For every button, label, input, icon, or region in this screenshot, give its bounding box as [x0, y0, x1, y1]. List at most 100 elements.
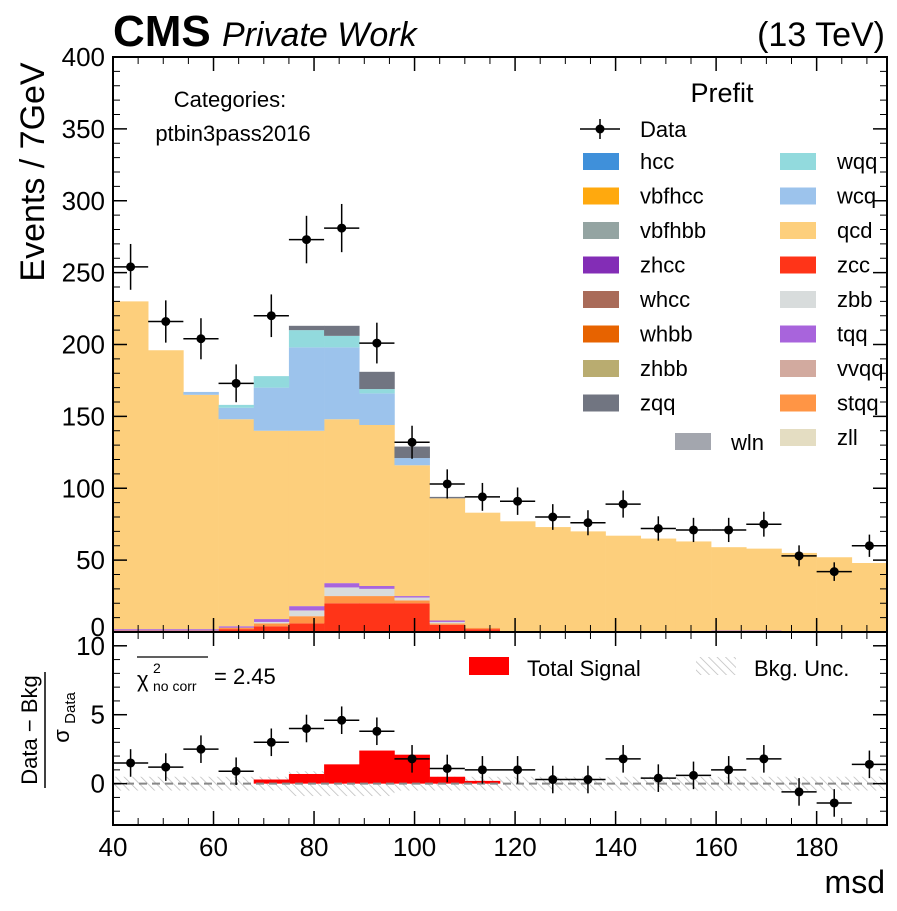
bar-qcd-0: [113, 301, 149, 630]
bar-zqq-5: [288, 325, 325, 331]
ratio-ylabel-denominator: σ: [49, 729, 74, 743]
bar-wcq-6: [324, 347, 360, 420]
bar-wcq-7: [359, 393, 395, 425]
legend-label-zbb: zbb: [837, 287, 872, 312]
ratio-point-13: [570, 765, 606, 794]
bar-tqq-6: [324, 583, 360, 588]
ratio-point-18: [746, 745, 782, 773]
bar-stqq-6: [324, 596, 360, 604]
ratio-point-7: [359, 717, 395, 746]
bar-wqq-4: [253, 376, 290, 388]
bar-wcq-3: [218, 407, 255, 420]
bar-wqq-3: [218, 404, 255, 408]
legend-label-whbb: whbb: [639, 322, 693, 347]
bar-stqq-8: [394, 600, 430, 604]
legend-label-zhcc: zhcc: [640, 253, 685, 278]
signal-bar-5: [288, 773, 325, 784]
bar-zcc-8: [394, 603, 430, 632]
bar-zbb-5: [288, 610, 325, 617]
data-point-11: [500, 487, 536, 515]
data-point-1: [148, 300, 184, 343]
ratio-point-1: [148, 753, 184, 781]
legend-label-total-signal: Total Signal: [527, 656, 641, 681]
bar-stqq-4: [253, 623, 290, 627]
ratio-point-10: [464, 756, 500, 784]
bar-qcd-15: [640, 538, 677, 632]
data-point-12: [535, 504, 571, 530]
ratio-points: [113, 706, 887, 817]
ratio-y-tick-label-10: 10: [76, 631, 105, 661]
y-tick-label-100: 100: [62, 473, 105, 503]
private-work-label: Private Work: [222, 16, 419, 54]
legend-label-qcd: qcd: [837, 218, 872, 243]
legend-label-data: Data: [640, 117, 687, 142]
chi2-value: = 2.45: [214, 664, 276, 689]
legend-swatch-zqq: [583, 394, 619, 412]
legend-swatch-stqq: [780, 394, 816, 412]
ratio-point-19: [781, 778, 817, 806]
legend-label-vvqq: vvqq: [837, 356, 883, 381]
legend-label-vbfhbb: vbfhbb: [640, 218, 706, 243]
bar-wqq-7: [359, 389, 395, 394]
legend-title: Prefit: [690, 78, 754, 108]
ratio-axis-ticks: 40 60 80 100 120 140 160 180 0 5 10: [76, 631, 887, 862]
bar-zbb-6: [324, 587, 360, 597]
bar-qcd-21: [851, 563, 888, 632]
total-signal-histogram: [253, 750, 501, 784]
bar-qcd-13: [570, 531, 606, 632]
y-tick-label-400: 400: [62, 42, 105, 72]
ratio-point-3: [218, 757, 254, 786]
bar-wqq-6: [324, 335, 360, 348]
y-tick-label-150: 150: [62, 401, 105, 431]
legend-swatch-bkg-unc: [696, 657, 736, 675]
bar-zbb-4: [253, 621, 290, 624]
data-point-18: [746, 511, 782, 537]
legend-label-hcc: hcc: [640, 149, 674, 174]
y-tick-label-200: 200: [62, 330, 105, 360]
data-point-16: [675, 517, 712, 543]
legend-swatch-zbb: [780, 291, 816, 308]
legend-label-tqq: tqq: [837, 322, 868, 347]
bar-zcc-5: [288, 623, 325, 632]
bar-zcc-9: [429, 624, 466, 632]
legend-swatch-whcc: [583, 291, 619, 308]
legend: Prefit Data hcc vbfhcc vbfhbb zhcc whcc whbb z…: [580, 78, 883, 455]
unc-band-2: [183, 776, 219, 791]
legend-label-stqq: stqq: [837, 391, 879, 416]
ratio-point-12: [535, 765, 571, 794]
ratio-point-9: [429, 754, 465, 783]
bar-zcc-4: [253, 626, 290, 632]
x-tick-label-60: 60: [199, 832, 228, 862]
legend-swatch-zhbb: [583, 360, 619, 377]
ratio-y-tick-label-0: 0: [91, 769, 105, 799]
bar-stqq-10: [464, 627, 501, 630]
signal-bar-4: [253, 779, 290, 784]
bar-stqq-5: [288, 616, 325, 624]
data-point-19: [781, 545, 817, 567]
y-tick-label-0: 0: [91, 612, 105, 642]
y-tick-label-250: 250: [62, 258, 105, 288]
bar-qcd-17: [711, 547, 747, 631]
data-point-7: [359, 322, 395, 364]
signal-bar-6: [324, 764, 360, 784]
bar-qcd-16: [675, 541, 712, 632]
legend-swatch-total-signal: [469, 657, 509, 675]
bar-qcd-3: [218, 419, 255, 627]
legend-column-2: wqq wcq qcd zcc zbb tqq vvqq stqq zll: [780, 149, 883, 450]
bar-tqq-1: [148, 629, 184, 631]
legend-column-1: hcc vbfhcc vbfhbb zhcc whcc whbb zhbb zqq: [583, 149, 706, 416]
bar-tqq-7: [359, 586, 395, 589]
legend-swatch-vbfhbb: [583, 222, 619, 239]
data-point-0: [113, 243, 149, 290]
bar-qcd-4: [253, 430, 290, 620]
ratio-point-17: [711, 756, 747, 784]
y-tick-label-50: 50: [76, 545, 105, 575]
legend-swatch-tqq: [780, 325, 816, 343]
main-axis-ticks: 50 100 150 200 250 300 350 400 0: [62, 42, 887, 642]
x-axis-label: msd: [825, 864, 885, 900]
ratio-point-15: [640, 764, 676, 792]
legend-label-bkg-unc: Bkg. Unc.: [754, 656, 849, 681]
bar-zcc-7: [359, 603, 395, 632]
data-point-14: [605, 490, 641, 518]
ratio-point-0: [113, 749, 149, 777]
